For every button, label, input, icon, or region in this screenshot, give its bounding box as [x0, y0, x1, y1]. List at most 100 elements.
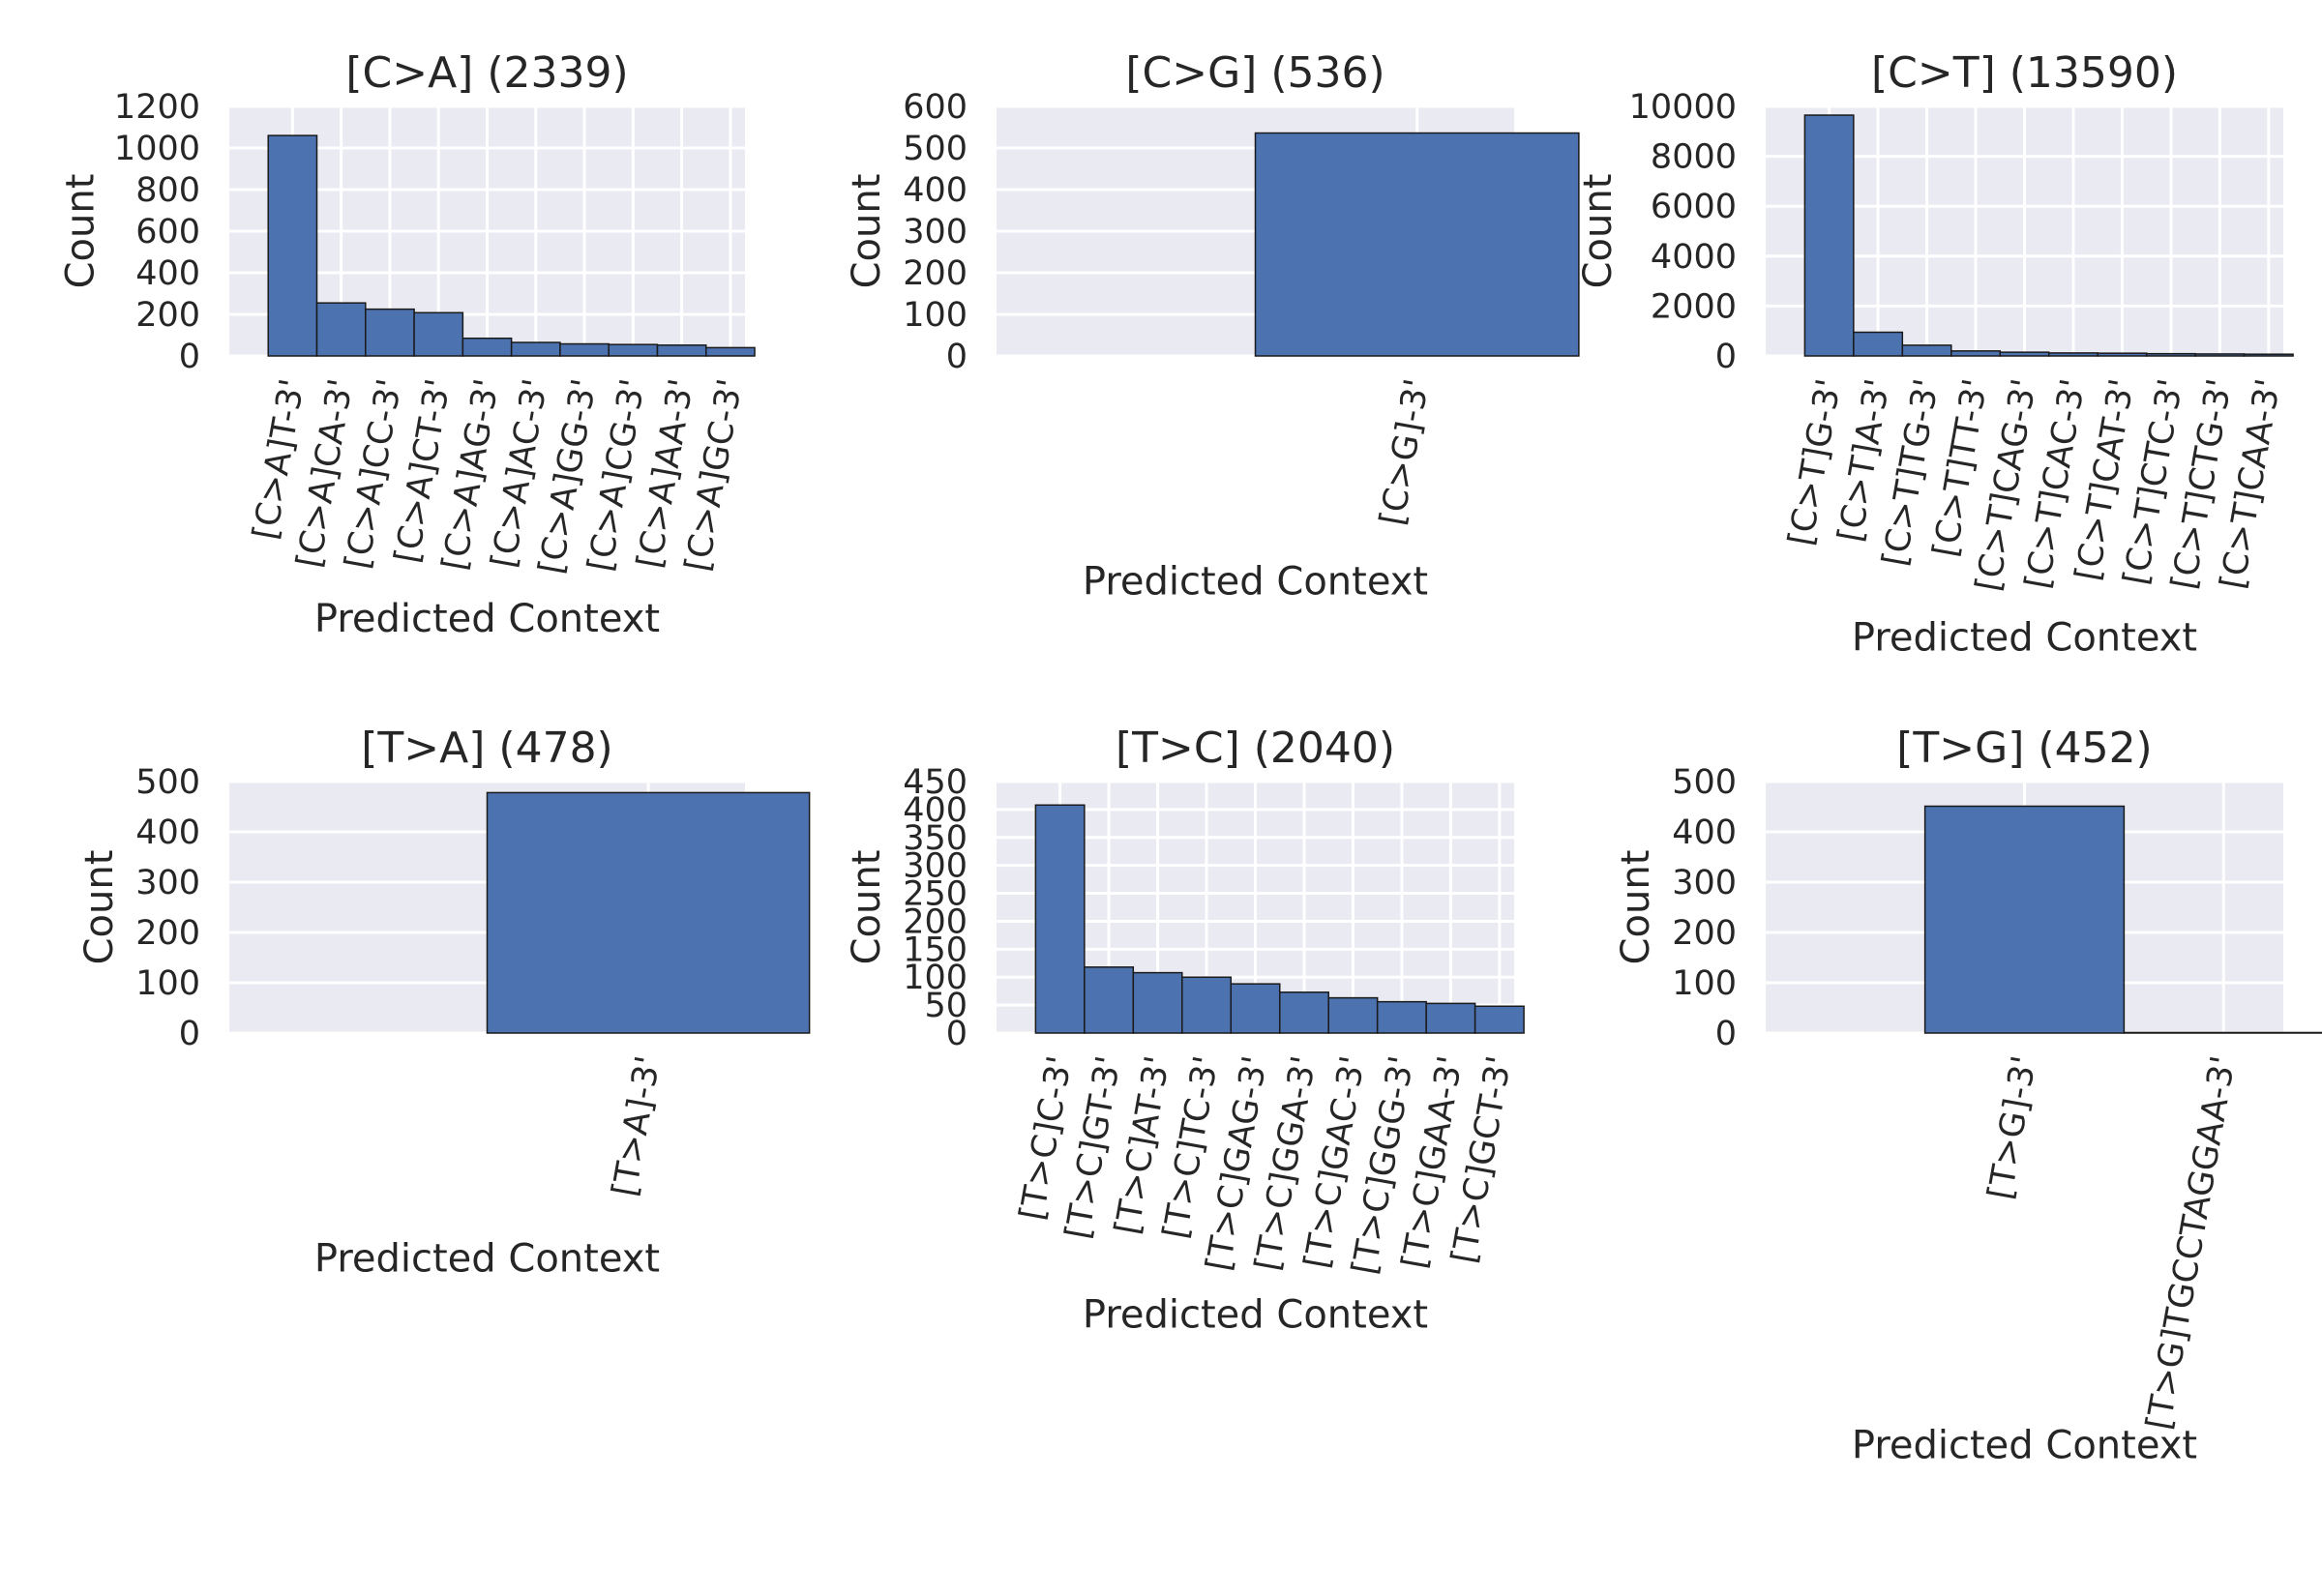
y-tick-label: 6000 — [1651, 188, 1737, 226]
y-tick-label: 500 — [135, 763, 200, 802]
bar — [2123, 1031, 2322, 1034]
y-tick-label: 600 — [135, 213, 200, 251]
x-axis-label: Predicted Context — [1852, 1423, 2197, 1467]
bar — [510, 341, 561, 357]
y-tick-label: 600 — [903, 88, 968, 127]
panel-title: [C>T] (13590) — [1871, 48, 2178, 98]
x-axis-label: Predicted Context — [314, 1236, 660, 1281]
x-axis-label: Predicted Context — [1852, 615, 2197, 660]
y-tick-label: 500 — [903, 130, 968, 168]
x-tick-label: [C>G]-3' — [1373, 376, 1437, 528]
bar — [413, 311, 464, 357]
y-tick-label: 250 — [903, 875, 968, 914]
x-axis-label: Predicted Context — [1083, 559, 1428, 604]
y-tick-label: 0 — [946, 1015, 968, 1053]
bar — [2194, 353, 2246, 357]
bar — [1230, 983, 1281, 1034]
y-tick-label: 1000 — [114, 130, 200, 168]
panel-title: [C>G] (536) — [1125, 48, 1384, 98]
y-tick-label: 200 — [135, 914, 200, 953]
y-tick-label: 0 — [179, 338, 200, 376]
x-tick-label: [T>G]TGCCTAGGAA-3' — [2140, 1053, 2244, 1433]
y-tick-label: 0 — [179, 1015, 200, 1053]
x-tick-label: [T>A]-3' — [606, 1053, 669, 1199]
y-tick-label: 8000 — [1651, 138, 1737, 177]
bar — [1950, 350, 2002, 357]
y-tick-label: 200 — [903, 254, 968, 293]
bar — [1376, 1000, 1427, 1034]
y-tick-label: 150 — [903, 931, 968, 969]
y-tick-label: 400 — [135, 254, 200, 293]
bar — [656, 344, 707, 357]
bar — [1923, 805, 2126, 1034]
y-tick-label: 400 — [1672, 813, 1737, 852]
y-axis-label: Count — [1576, 174, 1621, 289]
y-tick-label: 300 — [1672, 864, 1737, 902]
y-tick-label: 100 — [903, 959, 968, 997]
bar — [1327, 996, 1379, 1034]
bar — [1901, 344, 1952, 357]
y-axis-label: Count — [77, 850, 122, 965]
bar — [365, 308, 415, 357]
y-tick-label: 200 — [1672, 914, 1737, 953]
y-axis-label: Count — [1614, 850, 1658, 965]
y-tick-label: 2000 — [1651, 287, 1737, 326]
y-tick-label: 100 — [135, 964, 200, 1003]
bar — [705, 346, 756, 357]
y-tick-label: 0 — [946, 338, 968, 376]
bar — [1254, 132, 1580, 357]
bar — [315, 302, 367, 357]
bar — [1853, 331, 1904, 357]
y-axis-label: Count — [845, 174, 889, 289]
y-tick-label: 400 — [903, 791, 968, 830]
bar — [267, 134, 318, 357]
y-tick-label: 800 — [135, 171, 200, 210]
bar — [1034, 804, 1086, 1034]
bar — [2145, 352, 2196, 357]
x-axis-label: Predicted Context — [314, 597, 660, 641]
chart-panel-6: 0 100 200 300 400 500 [T>G]-3' [T>G]TGCCTAGGAA-… — [1614, 724, 2322, 1467]
y-tick-label: 100 — [1672, 964, 1737, 1003]
bar — [1181, 976, 1233, 1034]
chart-panel-4: 0 100 200 300 400 500 [T>A]-3' Predicted Contex… — [77, 724, 811, 1281]
panel-title: [C>A] (2339) — [345, 48, 628, 98]
x-axis-label: Predicted Context — [1083, 1292, 1428, 1337]
y-tick-label: 0 — [1715, 338, 1737, 376]
y-tick-label: 100 — [903, 296, 968, 335]
bar — [461, 337, 513, 357]
y-tick-label: 400 — [903, 171, 968, 210]
y-tick-label: 1200 — [114, 88, 200, 127]
bar — [1084, 966, 1135, 1034]
bar — [1278, 991, 1329, 1034]
bar — [608, 343, 659, 357]
y-axis-label: Count — [59, 174, 104, 289]
bar — [2243, 353, 2294, 357]
y-tick-label: 450 — [903, 763, 968, 802]
y-tick-label: 0 — [1715, 1015, 1737, 1053]
y-tick-label: 500 — [1672, 763, 1737, 802]
y-tick-label: 4000 — [1651, 238, 1737, 277]
bar — [1425, 1002, 1476, 1034]
y-tick-label: 300 — [903, 847, 968, 886]
bar — [559, 342, 610, 357]
bar — [2097, 352, 2148, 357]
chart-panel-3: 0200040006000800010000[C>T]G-3'[C>T]A-3'… — [1576, 48, 2294, 660]
panel-title: [T>G] (452) — [1896, 724, 2152, 773]
bar — [2047, 352, 2099, 357]
bar — [1999, 351, 2050, 357]
panel-title: [T>A] (478) — [361, 724, 612, 773]
chart-panel-1: 020040060080010001200[C>A]T-3'[C>A]CA-3'… — [59, 48, 756, 641]
bar — [486, 791, 811, 1034]
y-tick-label: 300 — [135, 864, 200, 902]
x-tick-label: [T>G]-3' — [1981, 1053, 2044, 1202]
y-tick-label: 350 — [903, 819, 968, 858]
y-tick-label: 300 — [903, 213, 968, 251]
bar — [1132, 971, 1183, 1034]
y-tick-label: 400 — [135, 813, 200, 852]
bar — [1474, 1005, 1525, 1034]
y-axis-label: Count — [845, 850, 889, 965]
chart-panel-5: 050100150200250300350400450[T>C]C-3'[T>C… — [845, 724, 1525, 1337]
y-tick-label: 50 — [924, 987, 968, 1025]
